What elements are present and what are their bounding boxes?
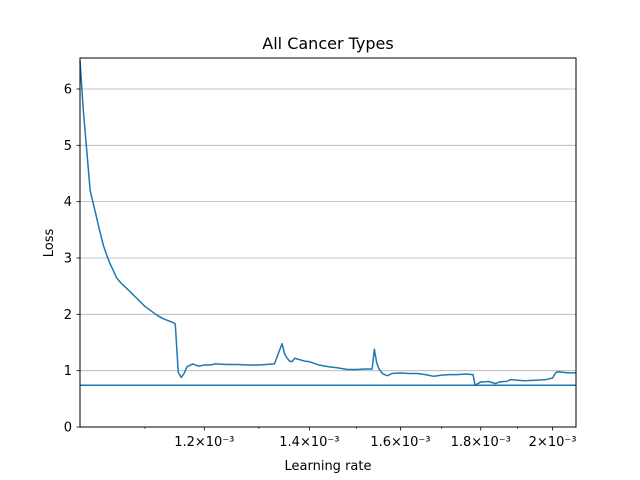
chart-title: All Cancer Types — [262, 34, 393, 53]
x-tick-label: 1.6×10⁻³ — [370, 435, 430, 450]
x-tick-label: 2×10⁻³ — [529, 435, 577, 450]
x-tick-label: 1.4×10⁻³ — [279, 435, 339, 450]
y-axis-label: Loss — [42, 229, 57, 258]
x-axis: 1.2×10⁻³ 1.4×10⁻³ 1.6×10⁻³ 1.8×10⁻³ 2×10⁻³ — [144, 427, 577, 450]
y-tick-label: 5 — [64, 139, 72, 154]
y-tick-label: 3 — [64, 251, 72, 266]
y-tick-label: 1 — [64, 364, 72, 379]
x-tick-label: 1.8×10⁻³ — [451, 435, 511, 450]
plot-series — [79, 60, 576, 387]
y-tick-label: 4 — [64, 195, 72, 210]
x-tick-label: 1.2×10⁻³ — [174, 435, 234, 450]
y-axis: 0 1 2 3 4 5 6 — [64, 82, 80, 436]
x-axis-label: Learning rate — [285, 459, 372, 474]
loss-line — [79, 60, 576, 387]
axes-frame — [79, 57, 577, 428]
y-tick-label: 6 — [64, 82, 72, 97]
gridlines — [80, 88, 576, 372]
y-tick-label: 2 — [64, 308, 72, 323]
y-tick-label: 0 — [64, 421, 72, 436]
